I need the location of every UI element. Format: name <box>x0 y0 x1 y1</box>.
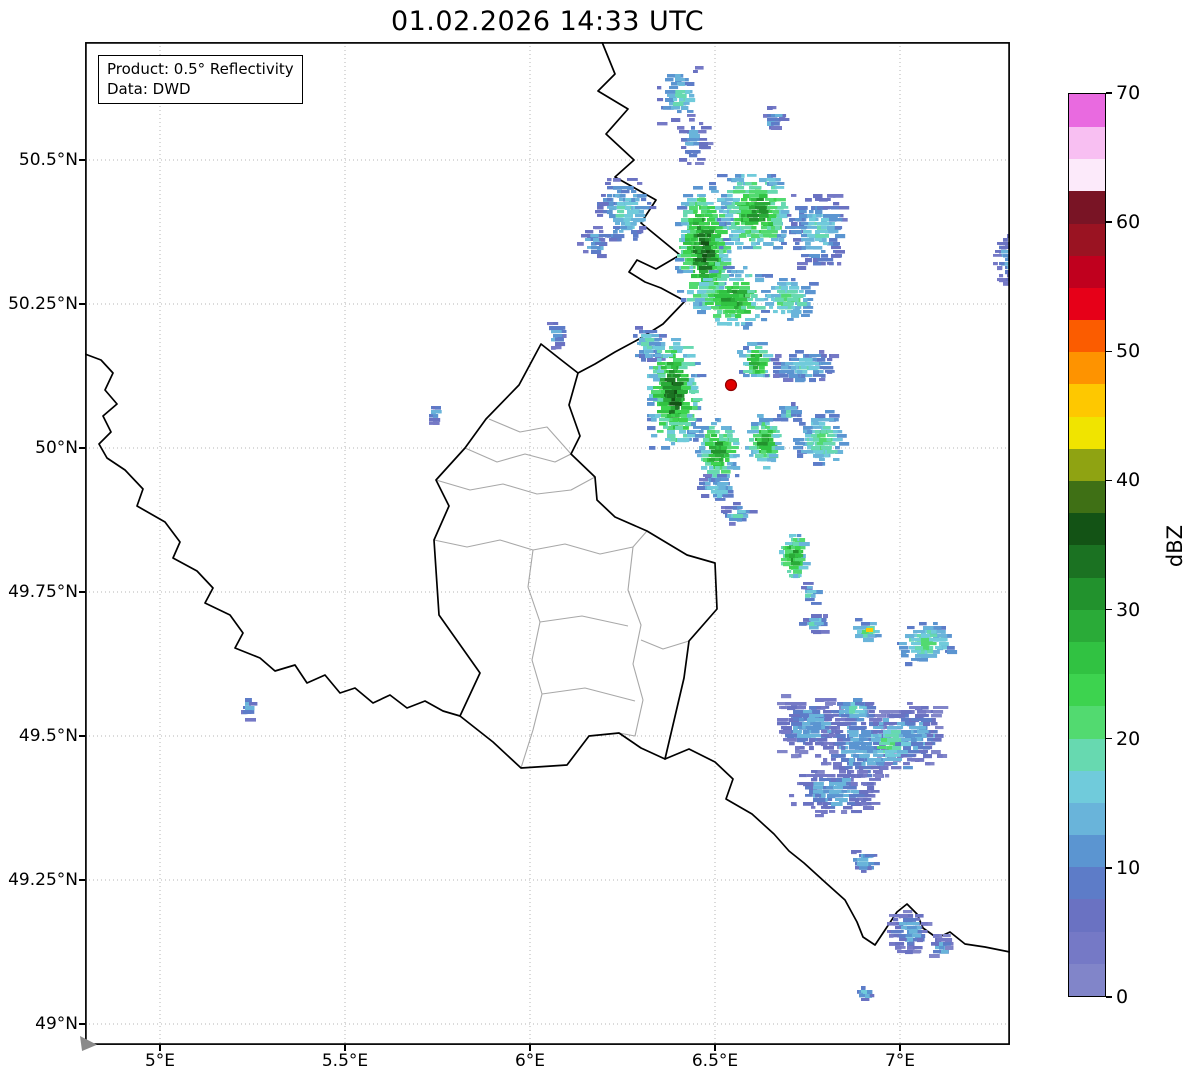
region-border-line <box>640 639 690 650</box>
colorbar-tick-label: 70 <box>1116 82 1141 104</box>
x-tick-label: 6.5°E <box>691 1051 739 1071</box>
colorbar-segment <box>1069 963 1105 996</box>
x-tick-mark <box>344 1045 346 1051</box>
colorbar-segment <box>1069 609 1105 642</box>
region-border-line <box>433 530 648 555</box>
y-tick-label: 49.25°N <box>8 870 78 890</box>
region-border-line <box>464 447 572 463</box>
x-tick-mark <box>714 1045 716 1051</box>
region-borders <box>433 418 690 769</box>
colorbar-segment <box>1069 931 1105 964</box>
x-tick-mark <box>159 1045 161 1051</box>
y-tick-label: 50.5°N <box>18 150 78 170</box>
colorbar-tick-mark <box>1106 92 1112 94</box>
x-tick-label: 7°E <box>884 1051 916 1071</box>
colorbar-tick-mark <box>1106 608 1112 611</box>
colorbar-segment <box>1069 737 1105 771</box>
radar-speck <box>866 628 873 632</box>
region-border-line <box>541 687 636 702</box>
colorbar-segment <box>1069 351 1105 385</box>
x-tick-mark <box>899 1045 901 1051</box>
colorbar-tick-mark <box>1106 350 1112 352</box>
region-border-line <box>435 476 596 495</box>
colorbar-tick-mark <box>1106 867 1112 869</box>
colorbar-segment <box>1069 866 1105 900</box>
y-tick-label: 49°N <box>35 1014 78 1034</box>
colorbar-segment <box>1069 898 1105 932</box>
plot-frame <box>85 42 1010 1045</box>
colorbar-segment <box>1069 319 1105 353</box>
colorbar-segment <box>1069 673 1105 707</box>
border-france-belgium <box>85 353 461 717</box>
product-label: Product: 0.5° Reflectivity <box>107 60 294 78</box>
colorbar-segment <box>1069 577 1105 610</box>
colorbar-tick-mark <box>1106 221 1112 223</box>
y-tick-label: 50°N <box>35 438 78 458</box>
colorbar-segment <box>1069 448 1105 482</box>
colorbar-tick-label: 60 <box>1116 211 1141 234</box>
colorbar-segment <box>1069 126 1105 160</box>
colorbar-segment <box>1069 94 1105 127</box>
info-box: Product: 0.5° Reflectivity Data: DWD <box>98 55 303 104</box>
y-tick-mark <box>79 879 85 881</box>
x-tick-label: 5°E <box>144 1051 176 1071</box>
x-tick-mark <box>529 1045 531 1051</box>
colorbar-unit-label: dBZ <box>1163 524 1187 568</box>
colorbar-segment <box>1069 705 1105 739</box>
colorbar-segment <box>1069 770 1105 803</box>
y-tick-mark <box>79 159 85 161</box>
map-plot: Product: 0.5° Reflectivity Data: DWD <box>85 42 1010 1045</box>
radar-site-marker <box>724 378 738 392</box>
colorbar-segment <box>1069 190 1105 224</box>
colorbar-segment <box>1069 544 1105 578</box>
map-canvas <box>85 42 1010 1045</box>
colorbar-segment <box>1069 416 1105 449</box>
border-belgium-germany <box>577 42 686 374</box>
x-tick-label: 5.5°E <box>321 1051 369 1071</box>
y-tick-mark <box>79 735 85 737</box>
y-tick-mark <box>79 303 85 305</box>
colorbar-segment <box>1069 834 1105 868</box>
colorbar-segment <box>1069 222 1105 256</box>
colorbar-segment <box>1069 641 1105 675</box>
colorbar-segment <box>1069 158 1105 192</box>
region-border-line <box>539 615 629 627</box>
colorbar-tick-mark <box>1106 996 1112 998</box>
y-tick-mark <box>79 447 85 449</box>
plot-title: 01.02.2026 14:33 UTC <box>390 6 705 37</box>
colorbar-segment <box>1069 383 1105 417</box>
y-tick-label: 50.25°N <box>8 294 78 314</box>
gridlines <box>85 42 1010 1045</box>
colorbar-tick-label: 50 <box>1116 340 1141 363</box>
y-tick-mark <box>79 591 85 593</box>
radar-echoes <box>241 66 1010 1001</box>
data-source-label: Data: DWD <box>107 80 191 98</box>
y-tick-label: 49.75°N <box>8 582 78 602</box>
colorbar-segment <box>1069 512 1105 546</box>
colorbar-tick-mark <box>1106 738 1112 740</box>
y-tick-mark <box>79 1023 85 1025</box>
country-borders <box>85 42 1010 953</box>
colorbar-segment <box>1069 287 1105 321</box>
colorbar-tick-label: 10 <box>1116 856 1141 879</box>
border-luxembourg <box>433 343 718 769</box>
colorbar-tick-label: 0 <box>1116 986 1129 1008</box>
colorbar-tick-label: 40 <box>1116 469 1141 492</box>
colorbar-segment <box>1069 802 1105 836</box>
x-tick-label: 6°E <box>514 1051 546 1071</box>
colorbar-tick-label: 20 <box>1116 727 1141 750</box>
colorbar-tick-mark <box>1106 479 1112 482</box>
region-border-line <box>520 549 543 769</box>
region-border-line <box>488 418 572 455</box>
colorbar-segment <box>1069 480 1105 514</box>
colorbar-tick-label: 30 <box>1116 598 1141 621</box>
colorbar-segment <box>1069 255 1105 288</box>
colorbar <box>1068 93 1106 997</box>
region-border-line <box>618 546 644 737</box>
y-tick-label: 49.5°N <box>18 726 78 746</box>
